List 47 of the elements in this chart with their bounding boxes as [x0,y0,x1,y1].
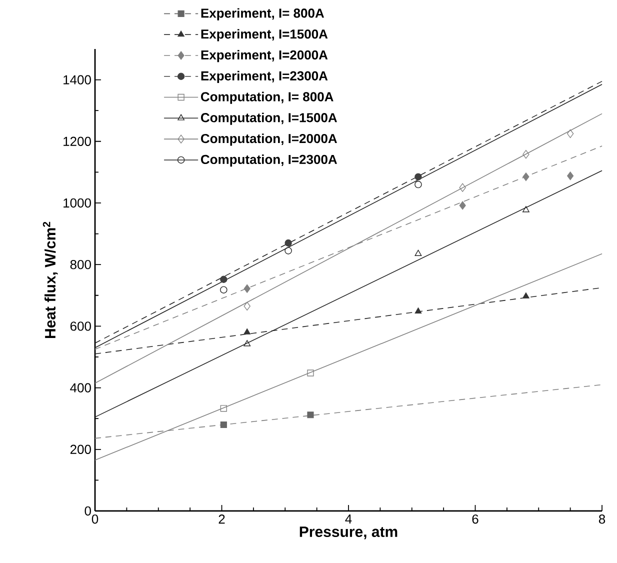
point [522,206,530,212]
point [414,180,422,188]
point [522,150,530,159]
legend-label: Experiment, I= 800A [201,8,324,20]
y-axis-title: Heat flux, W/cm$^{2}$ [42,222,58,338]
point [244,328,251,334]
point [307,412,314,418]
point [414,308,422,314]
x-tick-label: 4 [345,514,352,524]
x-tick-label: 2 [218,514,225,524]
point [284,239,292,247]
point [459,183,466,192]
point [244,284,250,293]
legend-label: Experiment, I=2300A [201,70,328,84]
legend-label: Experiment, I=1500A [201,29,328,42]
point [220,421,227,428]
legend-label: Computation, I=1500A [200,112,337,125]
y-tick-label: 200 [70,444,91,454]
legend-label: Computation, I=2300A [200,154,337,167]
y-tick-label: 800 [70,260,91,270]
x-tick-label: 0 [92,514,98,524]
point [307,370,314,376]
x-tick-label: 8 [598,514,606,524]
legend-label: Experiment, I=2000A [201,50,328,62]
point [414,173,422,180]
legend-label: Computation, I=2000A [200,134,337,146]
y-tick-label: 1000 [64,198,91,208]
y-tick-label: 1400 [64,75,91,84]
y-tick-label: 600 [70,322,91,331]
point [220,405,227,412]
point [522,292,530,298]
point [220,276,228,283]
point [284,247,292,254]
x-tick-label: 6 [472,514,478,524]
y-tick-label: 1200 [64,136,91,146]
y-tick-label: 400 [70,383,91,392]
x-axis-title: Pressure, atm [300,526,398,540]
point [567,172,574,180]
y-tick-label: 0 [84,506,91,516]
point [220,286,228,294]
point [244,340,251,346]
legend-label: Computation, I= 800A [200,92,334,104]
point [566,129,574,138]
point [459,201,466,210]
point [244,302,250,310]
point [522,172,530,182]
point [414,250,422,256]
